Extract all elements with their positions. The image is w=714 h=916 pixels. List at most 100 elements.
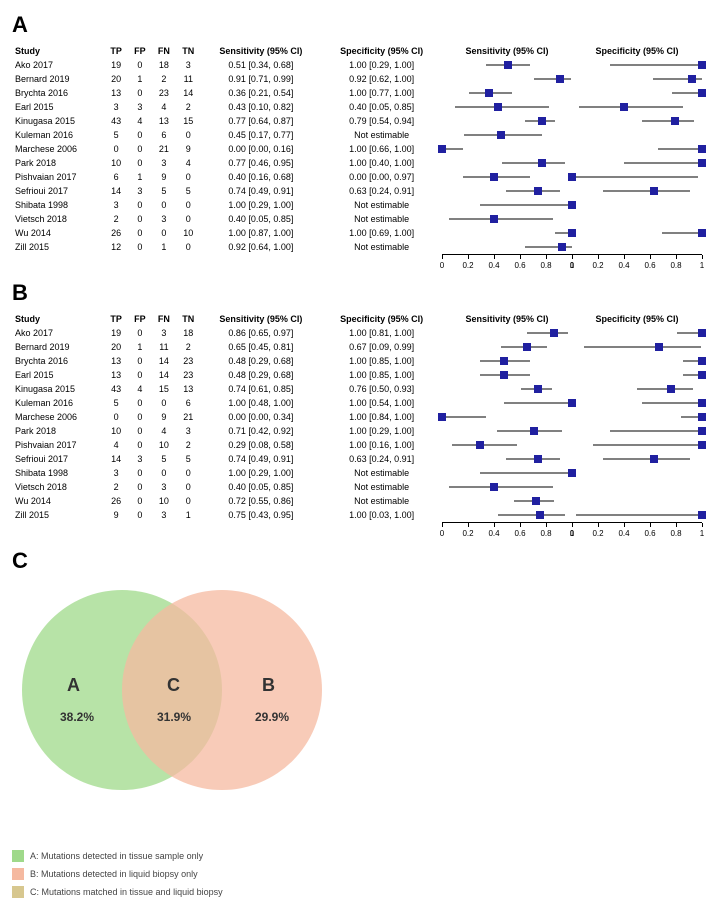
forest-plot-cell xyxy=(442,156,572,170)
venn-diagram: A C B 38.2% 31.9% 29.9% xyxy=(12,580,332,840)
forest-plot-cell xyxy=(572,508,702,522)
table-row: Vietsch 201820300.40 [0.05, 0.85]Not est… xyxy=(12,480,702,494)
col-header: Study xyxy=(12,312,104,326)
forest-plot-cell xyxy=(442,198,572,212)
forest-plot-cell xyxy=(572,410,702,424)
forest-plot-cell xyxy=(442,72,572,86)
legend-swatch xyxy=(12,850,24,862)
forest-plot-cell xyxy=(572,100,702,114)
forest-plot-cell xyxy=(442,184,572,198)
legend-text: B: Mutations detected in liquid biopsy o… xyxy=(30,869,198,879)
legend-swatch xyxy=(12,886,24,898)
venn-label-c: C xyxy=(167,675,180,696)
forest-plot-cell xyxy=(442,170,572,184)
venn-label-a: A xyxy=(67,675,80,696)
col-header: Specificity (95% CI) xyxy=(572,44,702,58)
col-header: Sensitivity (95% CI) xyxy=(201,44,322,58)
forest-plot-cell xyxy=(572,170,702,184)
forest-plot-cell xyxy=(442,438,572,452)
forest-plot-cell xyxy=(572,452,702,466)
col-header: FP xyxy=(128,312,152,326)
forest-plot-cell xyxy=(442,212,572,226)
forest-table-b: StudyTPFPFNTNSensitivity (95% CI)Specifi… xyxy=(12,312,702,540)
panel-b-label: B xyxy=(12,280,702,306)
col-header: Sensitivity (95% CI) xyxy=(201,312,322,326)
forest-plot-cell xyxy=(572,212,702,226)
forest-plot-cell xyxy=(442,480,572,494)
forest-plot-cell xyxy=(572,86,702,100)
forest-plot-cell xyxy=(572,466,702,480)
forest-plot-cell xyxy=(572,72,702,86)
forest-plot-cell xyxy=(442,424,572,438)
col-header: Sensitivity (95% CI) xyxy=(442,44,572,58)
venn-label-b: B xyxy=(262,675,275,696)
forest-plot-cell xyxy=(572,340,702,354)
forest-plot-cell xyxy=(572,494,702,508)
table-row: Earl 201533420.43 [0.10, 0.82]0.40 [0.05… xyxy=(12,100,702,114)
table-row: Sefrioui 2017143550.74 [0.49, 0.91]0.63 … xyxy=(12,184,702,198)
venn-pct-a: 38.2% xyxy=(60,710,94,724)
panel-c-label: C xyxy=(12,548,702,574)
forest-plot-cell xyxy=(572,184,702,198)
table-row: Zill 201590310.75 [0.43, 0.95]1.00 [0.03… xyxy=(12,508,702,522)
forest-plot-cell xyxy=(572,396,702,410)
table-row: Wu 20142601000.72 [0.55, 0.86]Not estima… xyxy=(12,494,702,508)
col-header: Specificity (95% CI) xyxy=(321,44,442,58)
col-header: TP xyxy=(104,312,128,326)
legend-item: A: Mutations detected in tissue sample o… xyxy=(12,850,702,862)
forest-plot-cell xyxy=(572,326,702,340)
forest-plot-cell xyxy=(572,142,702,156)
table-row: Park 2018100340.77 [0.46, 0.95]1.00 [0.4… xyxy=(12,156,702,170)
forest-plot-cell xyxy=(572,424,702,438)
legend-text: C: Mutations matched in tissue and liqui… xyxy=(30,887,223,897)
venn-circle-b xyxy=(122,590,322,790)
forest-plot-cell xyxy=(442,142,572,156)
venn-legend: A: Mutations detected in tissue sample o… xyxy=(12,850,702,898)
forest-plot-cell xyxy=(572,368,702,382)
table-row: Marchese 2006009210.00 [0.00, 0.34]1.00 … xyxy=(12,410,702,424)
forest-plot-cell xyxy=(442,368,572,382)
col-header: Specificity (95% CI) xyxy=(572,312,702,326)
table-row: Wu 20142600101.00 [0.87, 1.00]1.00 [0.69… xyxy=(12,226,702,240)
forest-plot-cell xyxy=(442,100,572,114)
table-row: Bernard 20192012110.91 [0.71, 0.99]0.92 … xyxy=(12,72,702,86)
table-row: Sefrioui 2017143550.74 [0.49, 0.91]0.63 … xyxy=(12,452,702,466)
table-row: Pishvaian 2017401020.29 [0.08, 0.58]1.00… xyxy=(12,438,702,452)
panel-a-label: A xyxy=(12,12,702,38)
forest-plot-cell xyxy=(572,128,702,142)
forest-plot-cell xyxy=(442,326,572,340)
forest-plot-cell xyxy=(442,508,572,522)
forest-plot-cell xyxy=(442,58,572,72)
table-row: Brychta 201613023140.36 [0.21, 0.54]1.00… xyxy=(12,86,702,100)
table-row: Brychta 201613014230.48 [0.29, 0.68]1.00… xyxy=(12,354,702,368)
forest-plot-cell xyxy=(442,240,572,254)
forest-plot-cell xyxy=(442,226,572,240)
forest-plot-cell xyxy=(572,438,702,452)
forest-plot-cell xyxy=(442,466,572,480)
forest-plot-cell xyxy=(442,86,572,100)
forest-plot-cell xyxy=(442,410,572,424)
table-row: Bernard 20192011120.65 [0.45, 0.81]0.67 … xyxy=(12,340,702,354)
table-row: Kuleman 201650061.00 [0.48, 1.00]1.00 [0… xyxy=(12,396,702,410)
table-row: Kuleman 201650600.45 [0.17, 0.77]Not est… xyxy=(12,128,702,142)
col-header: Sensitivity (95% CI) xyxy=(442,312,572,326)
table-row: Shibata 199830001.00 [0.29, 1.00]Not est… xyxy=(12,198,702,212)
forest-plot-cell xyxy=(442,494,572,508)
table-row: Shibata 199830001.00 [0.29, 1.00]Not est… xyxy=(12,466,702,480)
forest-plot-cell xyxy=(442,340,572,354)
table-row: Earl 201513014230.48 [0.29, 0.68]1.00 [0… xyxy=(12,368,702,382)
table-row: Park 2018100430.71 [0.42, 0.92]1.00 [0.2… xyxy=(12,424,702,438)
table-row: Pishvaian 201761900.40 [0.16, 0.68]0.00 … xyxy=(12,170,702,184)
forest-plot-cell xyxy=(572,58,702,72)
col-header: TN xyxy=(176,312,200,326)
forest-plot-cell xyxy=(572,226,702,240)
forest-plot-cell xyxy=(572,354,702,368)
table-row: Vietsch 201820300.40 [0.05, 0.85]Not est… xyxy=(12,212,702,226)
table-row: Ako 20171903180.86 [0.65, 0.97]1.00 [0.8… xyxy=(12,326,702,340)
forest-plot-cell xyxy=(572,156,702,170)
table-row: Kinugasa 201543413150.77 [0.64, 0.87]0.7… xyxy=(12,114,702,128)
col-header: FN xyxy=(152,312,176,326)
col-header: FP xyxy=(128,44,152,58)
forest-plot-cell xyxy=(572,198,702,212)
legend-item: B: Mutations detected in liquid biopsy o… xyxy=(12,868,702,880)
